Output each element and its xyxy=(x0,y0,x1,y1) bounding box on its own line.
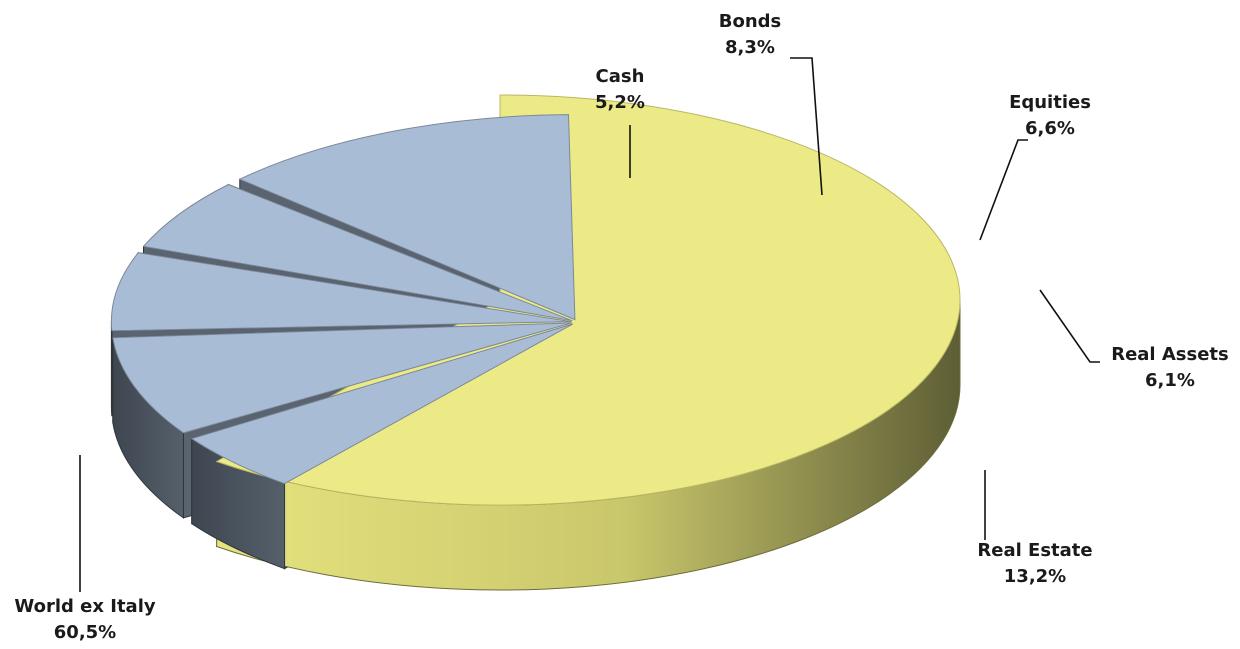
pie-slice-bonds xyxy=(112,322,572,434)
slice-value-bonds: 8,3% xyxy=(725,37,775,58)
slice-label-real-assets: Real Assets xyxy=(1111,344,1229,365)
pie-slice-cash xyxy=(190,323,574,485)
slice-label-bonds: Bonds xyxy=(719,11,782,32)
slice-value-real-assets: 6,1% xyxy=(1145,370,1195,391)
slice-value-equities: 6,6% xyxy=(1025,118,1075,139)
slice-label-world-ex-italy: World ex Italy xyxy=(14,596,155,617)
pie-slice-real-assets xyxy=(142,183,573,322)
slice-label-equities: Equities xyxy=(1009,92,1091,113)
leader-line-real-assets xyxy=(1039,289,1100,363)
slice-value-real-estate: 13,2% xyxy=(1004,566,1066,587)
slice-value-world-ex-italy: 60,5% xyxy=(54,622,116,643)
pie-labels-layer: World ex Italy 60,5% Cash 5,2% Bonds 8,3% Equi… xyxy=(14,11,1228,643)
leader-line-bonds xyxy=(790,57,823,196)
pie-slice-real-estate xyxy=(238,114,576,321)
slice-label-real-estate: Real Estate xyxy=(977,540,1092,561)
pie-slice-equities xyxy=(110,252,572,332)
slice-value-cash: 5,2% xyxy=(595,92,645,113)
leader-line-equities xyxy=(979,139,1028,241)
slice-label-cash: Cash xyxy=(596,66,645,87)
pie-top-layer xyxy=(110,94,961,506)
